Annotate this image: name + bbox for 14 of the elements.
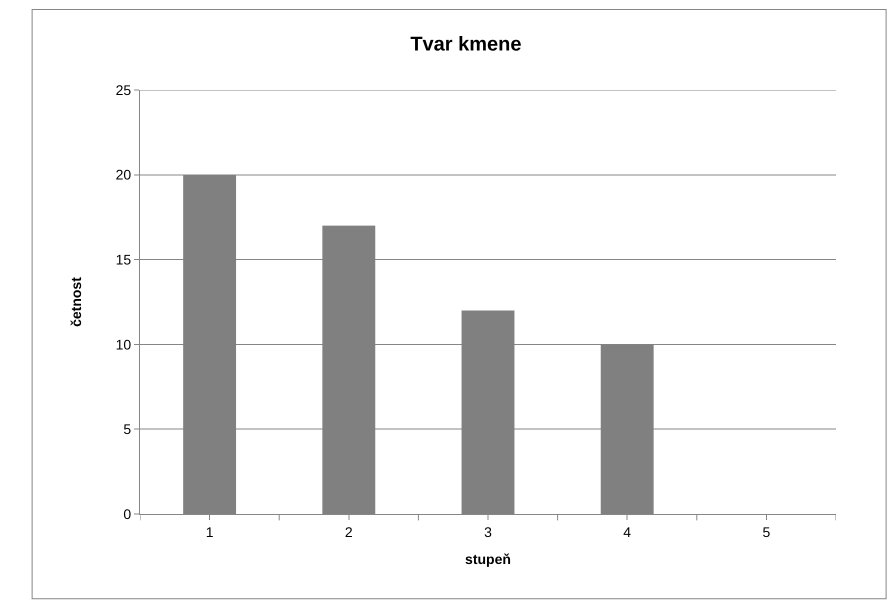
y-tick-label: 5 <box>123 421 132 438</box>
chart-title: Tvar kmene <box>410 34 522 56</box>
x-tick-label: 5 <box>762 524 770 540</box>
x-tick-label: 2 <box>344 524 353 540</box>
y-tick-label: 15 <box>116 252 132 268</box>
y-tick-label: 10 <box>116 336 132 352</box>
x-tick-label: 4 <box>623 524 632 540</box>
y-tick-label: 20 <box>116 166 132 183</box>
x-tick-label: 1 <box>206 524 214 540</box>
x-tick-label: 3 <box>484 524 492 540</box>
y-tick-label: 0 <box>123 506 132 522</box>
x-axis-title: stupeň <box>465 551 511 568</box>
y-axis-title: četnost <box>68 276 84 327</box>
y-tick-label: 25 <box>116 82 132 98</box>
